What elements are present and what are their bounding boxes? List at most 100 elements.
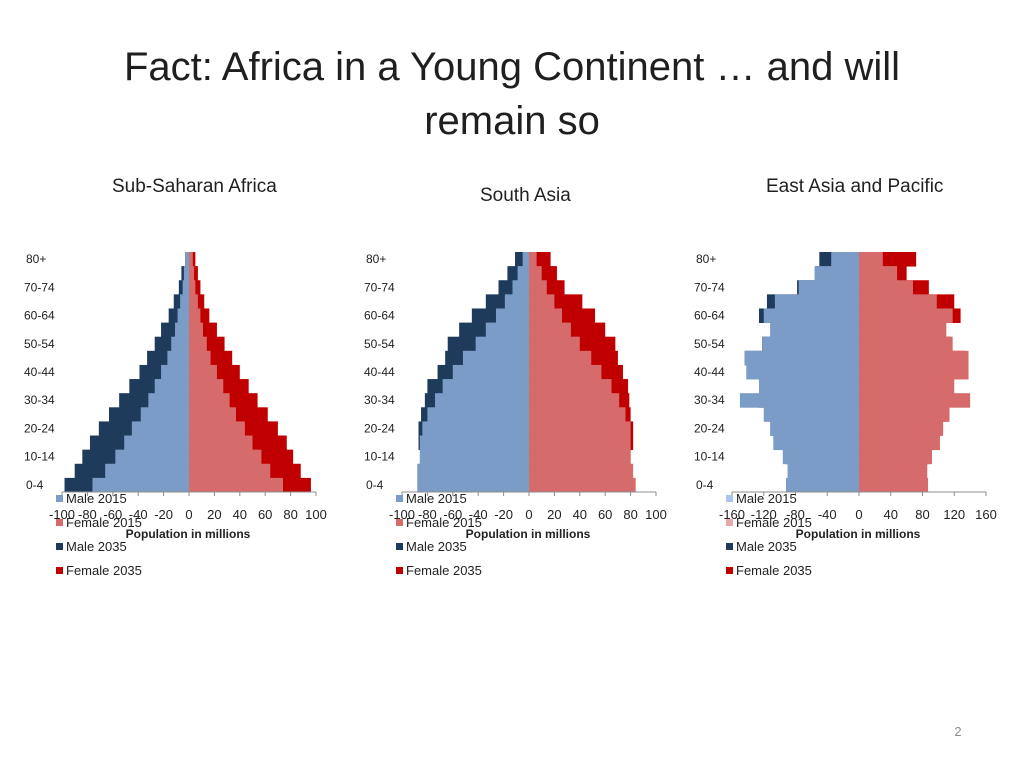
bar-female-2015-15-19 <box>529 435 631 451</box>
bar-female-2015-10-14 <box>859 449 933 465</box>
bar-female-2015-5-9 <box>529 463 634 479</box>
y-tick-label: 70-74 <box>364 280 395 294</box>
x-tick-label: 80 <box>623 507 637 522</box>
bar-female-2015-80+ <box>189 252 193 267</box>
y-tick-label: 60-64 <box>694 309 725 323</box>
bar-male-2015-35-39 <box>154 379 189 394</box>
bar-male-2015-55-59 <box>485 322 529 338</box>
bar-male-2015-0-4 <box>92 477 189 493</box>
y-tick-label: 0-4 <box>366 478 384 492</box>
bar-male-2015-70-74 <box>798 280 859 295</box>
bar-female-2015-75-79 <box>189 266 195 281</box>
x-tick-label: -120 <box>751 507 777 522</box>
legend-label-male-2035: Male 2035 <box>736 539 797 554</box>
x-tick-label: 0 <box>525 507 532 522</box>
bar-male-2015-45-49 <box>744 350 859 366</box>
legend-swatch-female-2035 <box>56 567 63 574</box>
y-tick-label: 40-44 <box>364 365 395 379</box>
x-tick-label: 120 <box>943 507 965 522</box>
legend-swatch-male-2015 <box>726 495 733 502</box>
bar-male-2015-40-44 <box>746 364 859 380</box>
bar-female-2015-50-54 <box>189 336 207 352</box>
bar-male-2015-25-29 <box>763 407 859 422</box>
bar-female-2015-5-9 <box>189 463 271 479</box>
x-tick-label: 0 <box>185 507 192 522</box>
bar-male-2015-60-64 <box>177 308 189 323</box>
bar-female-2015-60-64 <box>189 308 201 323</box>
bar-female-2015-40-44 <box>529 364 602 380</box>
bar-male-2015-70-74 <box>512 280 529 295</box>
bar-female-2015-35-39 <box>859 379 955 394</box>
bar-female-2015-30-34 <box>529 393 620 408</box>
bar-female-2015-30-34 <box>189 393 230 408</box>
pyramid-chart-sub-saharan-africa: 0-4 10-14 20-24 30-34 40-44 50-54 60-64 70-74 80… <box>24 252 327 578</box>
x-tick-label: 80 <box>283 507 297 522</box>
bar-female-2015-45-49 <box>189 350 211 366</box>
bar-male-2015-20-24 <box>422 421 529 436</box>
bar-female-2015-10-14 <box>189 449 262 465</box>
bar-female-2015-70-74 <box>189 280 196 295</box>
pyramid-chart-east-asia-pacific: 0-4 10-14 20-24 30-34 40-44 50-54 60-64 70-74 80… <box>694 252 997 578</box>
bar-male-2015-50-54 <box>475 336 529 352</box>
x-tick-label: 100 <box>305 507 327 522</box>
legend-swatch-female-2015 <box>726 519 733 526</box>
bar-male-2015-55-59 <box>770 322 859 338</box>
y-tick-label: 50-54 <box>24 337 55 351</box>
bar-female-2015-15-19 <box>189 435 253 451</box>
y-tick-label: 20-24 <box>694 421 725 435</box>
legend-label-female-2035: Female 2035 <box>66 563 142 578</box>
bar-male-2015-55-59 <box>175 322 189 338</box>
bar-female-2015-80+ <box>859 252 883 267</box>
bar-male-2015-10-14 <box>782 449 859 465</box>
slide-title-line-1: Fact: Africa in a Young Continent … and … <box>123 45 900 89</box>
y-tick-label: 80+ <box>366 252 386 266</box>
y-tick-label: 40-44 <box>694 365 725 379</box>
bar-female-2015-60-64 <box>859 308 953 323</box>
x-tick-label: 20 <box>207 507 221 522</box>
legend-label-male-2015: Male 2015 <box>66 491 127 506</box>
bar-male-2015-35-39 <box>758 379 859 394</box>
y-tick-label: 20-24 <box>24 421 55 435</box>
x-tick-label: 20 <box>547 507 561 522</box>
legend-label-male-2035: Male 2035 <box>406 539 467 554</box>
bar-male-2015-15-19 <box>419 435 529 451</box>
bar-female-2015-25-29 <box>189 407 236 422</box>
bar-male-2015-5-9 <box>417 463 529 479</box>
bar-male-2015-5-9 <box>105 463 189 479</box>
legend-swatch-female-2035 <box>396 567 403 574</box>
legend: Male 2015 Female 2015 Male 2035 Female 2035 <box>726 491 812 578</box>
bar-female-2015-0-4 <box>859 477 929 493</box>
legend: Male 2015 Female 2015 Male 2035 Female 2035 <box>56 491 142 578</box>
bar-female-2015-75-79 <box>859 266 898 281</box>
x-tick-label: -40 <box>129 507 148 522</box>
bar-male-2015-20-24 <box>770 421 859 436</box>
y-tick-label: 20-24 <box>364 421 395 435</box>
legend: Male 2015 Female 2015 Male 2035 Female 2035 <box>396 491 482 578</box>
chart-title-south-asia: South Asia <box>480 185 571 206</box>
chart-title-sub-saharan-africa: Sub-Saharan Africa <box>112 176 277 197</box>
bar-female-2015-65-69 <box>189 294 198 309</box>
slide-title: Fact: Africa in a Young Continent … and … <box>60 40 964 148</box>
bar-female-2015-60-64 <box>529 308 563 323</box>
legend-label-female-2015: Female 2015 <box>406 515 482 530</box>
slide-title-line-2: remain so <box>424 99 600 143</box>
x-tick-label: -60 <box>443 507 462 522</box>
y-tick-label: 30-34 <box>694 393 725 407</box>
x-tick-label: 0 <box>855 507 862 522</box>
bar-female-2015-80+ <box>529 252 537 267</box>
bar-female-2015-35-39 <box>529 379 612 394</box>
legend-label-male-2035: Male 2035 <box>66 539 127 554</box>
legend-label-male-2015: Male 2015 <box>406 491 467 506</box>
bar-female-2015-20-24 <box>189 421 245 436</box>
plot-area <box>64 252 311 493</box>
bar-female-2015-65-69 <box>529 294 555 309</box>
y-tick-label: 70-74 <box>24 280 55 294</box>
x-tick-label: -20 <box>494 507 513 522</box>
y-tick-label: 80+ <box>696 252 716 266</box>
bar-female-2015-45-49 <box>529 350 592 366</box>
x-tick-label: 40 <box>573 507 587 522</box>
x-tick-label: 100 <box>645 507 667 522</box>
bar-male-2015-60-64 <box>495 308 529 323</box>
bar-female-2015-25-29 <box>859 407 950 422</box>
bar-male-2015-65-69 <box>774 294 859 309</box>
